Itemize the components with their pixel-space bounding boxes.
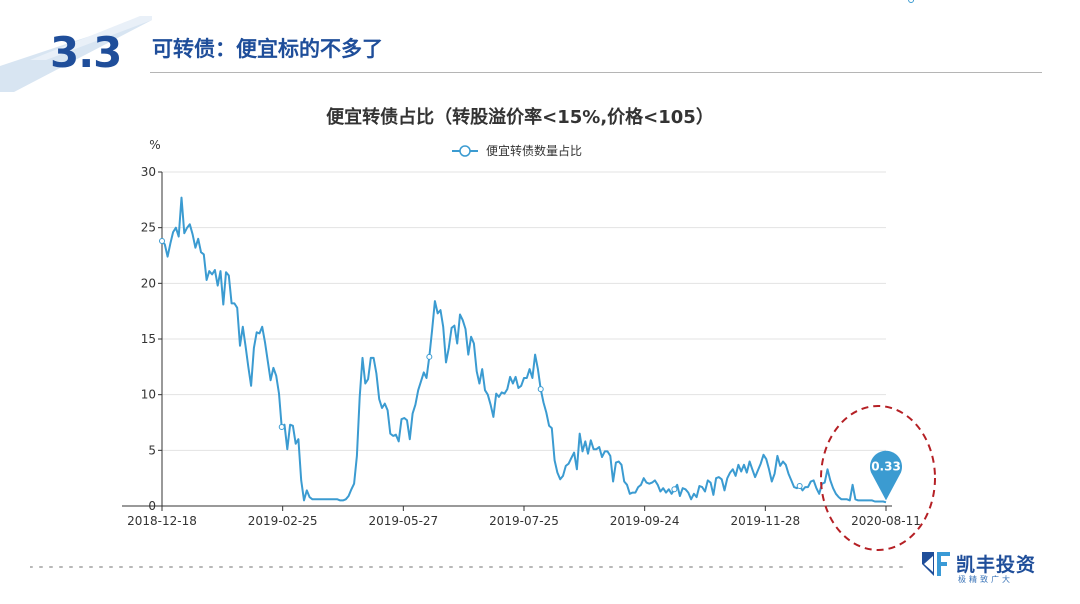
header-accent-band <box>0 16 152 92</box>
y-tick-label: 15 <box>141 332 156 346</box>
y-axis-unit: % <box>149 138 160 152</box>
data-point-marker <box>278 423 285 430</box>
y-tick-label: 10 <box>141 388 156 402</box>
x-tick-label: 2019-05-27 <box>368 514 438 528</box>
y-tick-label: 5 <box>148 443 156 457</box>
x-tick-label: 2019-09-24 <box>610 514 680 528</box>
x-tick-label: 2020-08-11 <box>851 514 921 528</box>
x-tick-label: 2019-11-28 <box>730 514 800 528</box>
footer-dotted-divider <box>30 566 910 568</box>
y-tick-label: 25 <box>141 221 156 235</box>
brand-slogan: 极精致广大 <box>958 575 1013 584</box>
data-point-marker <box>796 482 803 489</box>
highlight-ellipse <box>820 405 936 551</box>
series-line <box>161 196 887 504</box>
chart-legend: 便宜转债数量占比 <box>452 143 582 158</box>
brand-logo: 凯丰投资 极精致广大 <box>920 548 1050 588</box>
data-point-marker <box>537 386 544 393</box>
section-number: 3.3 <box>50 28 122 77</box>
x-tick-label: 2019-07-25 <box>489 514 559 528</box>
data-point-marker <box>426 353 433 360</box>
section-title: 可转债：便宜标的不多了 <box>152 37 383 61</box>
chart-annotations: 0.33 <box>820 405 936 551</box>
data-point-marker <box>908 0 915 3</box>
legend-swatch-marker <box>459 145 471 157</box>
brand-name: 凯丰投资 <box>956 554 1037 576</box>
chart-grid <box>162 171 886 451</box>
x-tick-label: 2019-02-25 <box>248 514 318 528</box>
chart-title: 便宜转债占比（转股溢价率<15%,价格<105） <box>326 107 714 128</box>
x-tick-label: 2018-12-18 <box>127 514 197 528</box>
last-value-pin <box>870 450 902 501</box>
chart-series <box>159 0 915 504</box>
y-tick-label: 30 <box>141 165 156 179</box>
data-point-marker <box>671 486 678 493</box>
brand-mark-icon <box>922 552 950 576</box>
data-point-marker <box>159 238 165 245</box>
header-divider <box>150 72 1042 73</box>
last-value-label: 0.33 <box>871 459 901 473</box>
y-tick-label: 20 <box>141 276 156 290</box>
legend-label: 便宜转债数量占比 <box>486 143 582 158</box>
